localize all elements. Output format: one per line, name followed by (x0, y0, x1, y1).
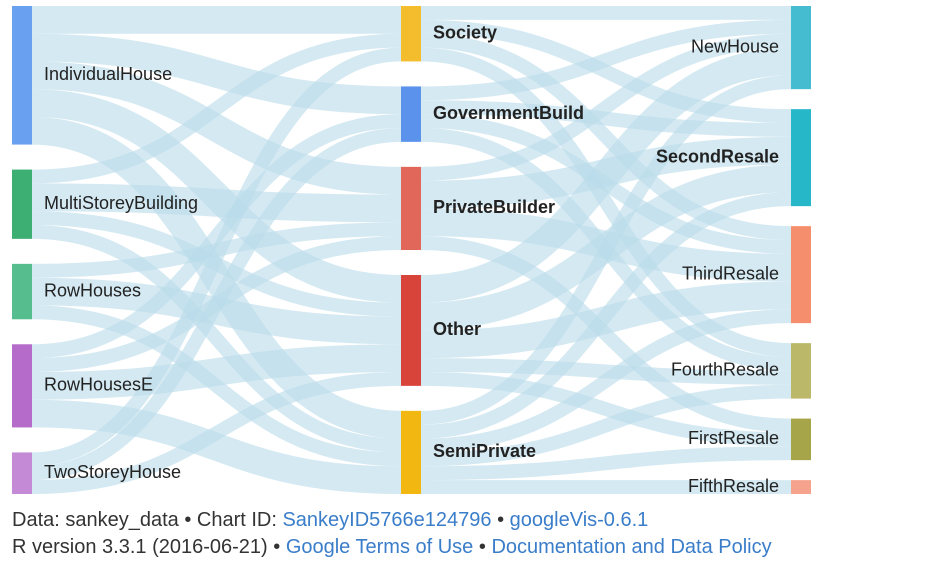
node-label-GovernmentBuild: GovernmentBuild (433, 103, 584, 123)
link-MultiStoreyBuilding-to-SemiPrivate[interactable] (31, 225, 402, 453)
node-FifthResale[interactable] (791, 480, 811, 494)
node-label-TwoStoreyHouse: TwoStoreyHouse (44, 462, 181, 482)
node-SecondResale[interactable] (791, 109, 811, 207)
node-label-RowHouses: RowHouses (44, 280, 141, 300)
data-policy-link[interactable]: Documentation and Data Policy (491, 536, 772, 558)
link-TwoStoreyHouse-to-Society[interactable] (31, 47, 402, 467)
node-label-MultiStoreyBuilding: MultiStoreyBuilding (44, 193, 198, 213)
link-Other-to-FirstResale[interactable] (420, 372, 792, 447)
footer-r-version-text: R version 3.3.1 (2016-06-21) • (12, 536, 286, 558)
node-label-Other: Other (433, 319, 481, 339)
node-label-FourthResale: FourthResale (671, 360, 779, 380)
node-FourthResale[interactable] (791, 343, 811, 399)
node-ThirdResale[interactable] (791, 226, 811, 324)
link-RowHousesE-to-GovernmentBuild[interactable] (31, 114, 402, 359)
node-TwoStoreyHouse[interactable] (12, 452, 32, 494)
link-Other-to-NewHouse[interactable] (420, 47, 792, 303)
sankey-labels: IndividualHouse MultiStoreyBuilding RowHou… (44, 22, 779, 495)
link-Other-to-FourthResale[interactable] (420, 358, 792, 385)
node-label-FifthResale: FifthResale (688, 476, 779, 496)
footer-separator: • (473, 536, 492, 558)
link-SemiPrivate-to-ThirdResale[interactable] (420, 309, 792, 453)
link-IndividualHouse-to-PrivateBuilder[interactable] (31, 61, 402, 195)
node-label-IndividualHouse: IndividualHouse (44, 64, 172, 84)
node-RowHousesE[interactable] (12, 344, 32, 428)
node-FirstResale[interactable] (791, 418, 811, 461)
node-label-SemiPrivate: SemiPrivate (433, 441, 536, 461)
link-SemiPrivate-to-NewHouse[interactable] (420, 75, 792, 425)
footer-separator: • (491, 509, 510, 531)
footer-data-text: Data: sankey_data • Chart ID: (12, 509, 283, 531)
node-Other[interactable] (401, 275, 421, 386)
node-label-ThirdResale: ThirdResale (682, 263, 779, 283)
link-Society-to-FourthResale[interactable] (420, 47, 792, 357)
link-RowHousesE-to-SemiPrivate[interactable] (31, 399, 402, 495)
node-IndividualHouse[interactable] (12, 6, 32, 145)
chart-id-link[interactable]: SankeyID5766e124796 (282, 509, 492, 531)
link-SemiPrivate-to-FirstResale[interactable] (420, 446, 792, 481)
link-GovernmentBuild-to-NewHouse[interactable] (420, 19, 792, 101)
link-MultiStoreyBuilding-to-Society[interactable] (31, 33, 402, 184)
link-TwoStoreyHouse-to-GovernmentBuild[interactable] (31, 128, 402, 481)
node-RowHouses[interactable] (12, 263, 32, 320)
node-GovernmentBuild[interactable] (401, 86, 421, 142)
link-IndividualHouse-to-SemiPrivate[interactable] (31, 116, 402, 439)
sankey-links (31, 5, 792, 495)
node-label-RowHousesE: RowHousesE (44, 375, 153, 395)
link-PrivateBuilder-to-FirstResale[interactable] (420, 236, 792, 433)
node-SemiPrivate[interactable] (401, 410, 421, 494)
footer-line-1: Data: sankey_data • Chart ID: SankeyID57… (12, 508, 648, 532)
node-NewHouse[interactable] (791, 6, 811, 90)
link-IndividualHouse-to-GovernmentBuild[interactable] (31, 33, 402, 115)
link-SemiPrivate-to-FourthResale[interactable] (420, 384, 792, 467)
link-PrivateBuilder-to-NewHouse[interactable] (420, 33, 792, 181)
link-Society-to-ThirdResale[interactable] (420, 33, 792, 240)
node-label-NewHouse: NewHouse (691, 36, 779, 56)
node-label-SecondResale: SecondResale (656, 146, 779, 166)
link-SemiPrivate-to-SecondResale[interactable] (420, 192, 792, 439)
sankey-diagram: IndividualHouse MultiStoreyBuilding RowHou… (12, 5, 811, 496)
sankey-nodes (12, 6, 811, 494)
link-GovernmentBuild-to-SecondResale[interactable] (420, 100, 792, 137)
node-label-PrivateBuilder: PrivateBuilder (433, 197, 555, 217)
link-RowHousesE-to-Other[interactable] (31, 344, 402, 400)
link-MultiStoreyBuilding-to-PrivateBuilder[interactable] (31, 183, 402, 223)
node-label-Society: Society (433, 22, 497, 42)
node-Society[interactable] (401, 6, 421, 62)
node-label-FirstResale: FirstResale (688, 428, 779, 448)
link-TwoStoreyHouse-to-Other[interactable] (31, 372, 402, 494)
googlevis-link[interactable]: googleVis-0.6.1 (509, 509, 649, 531)
link-Society-to-SecondResale[interactable] (420, 19, 792, 123)
terms-of-use-link[interactable]: Google Terms of Use (285, 536, 474, 558)
node-PrivateBuilder[interactable] (401, 166, 421, 250)
node-MultiStoreyBuilding[interactable] (12, 169, 32, 239)
footer-line-2: R version 3.3.1 (2016-06-21) • Google Te… (12, 535, 772, 559)
